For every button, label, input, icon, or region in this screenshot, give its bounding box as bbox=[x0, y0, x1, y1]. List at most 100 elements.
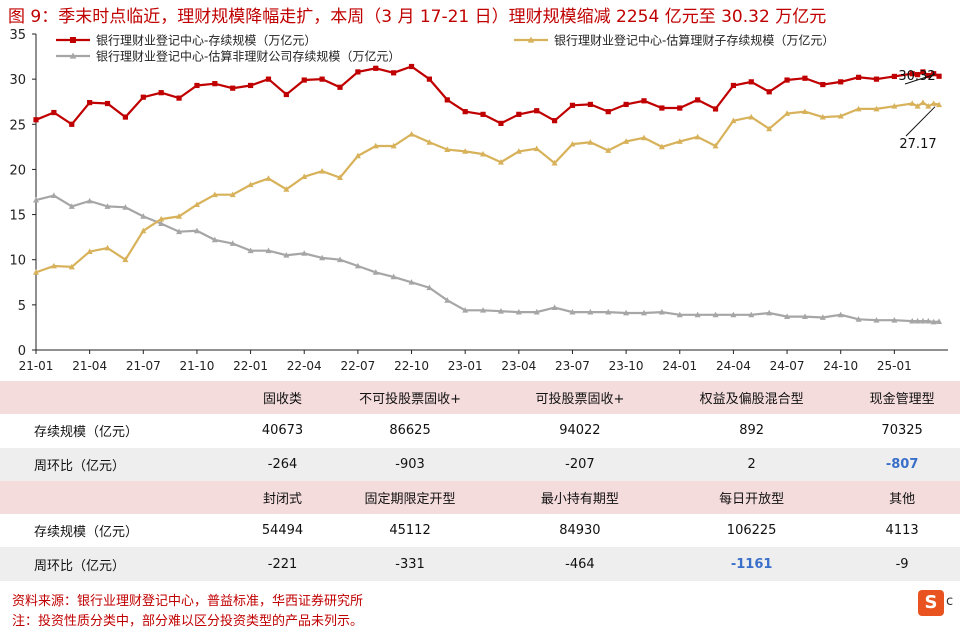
data-point bbox=[408, 279, 415, 285]
table-cell: -331 bbox=[319, 547, 501, 581]
data-point bbox=[283, 186, 290, 192]
data-point bbox=[319, 168, 326, 174]
y-tick-label: 20 bbox=[9, 163, 26, 178]
data-point bbox=[676, 311, 683, 318]
data-point bbox=[766, 309, 773, 316]
x-tick-label: 21-07 bbox=[126, 359, 161, 373]
data-point bbox=[766, 125, 773, 132]
data-point bbox=[140, 227, 147, 234]
data-point bbox=[936, 73, 942, 79]
data-point bbox=[86, 248, 93, 254]
x-tick-label: 22-04 bbox=[287, 359, 322, 373]
data-point bbox=[712, 311, 719, 318]
data-point bbox=[936, 318, 943, 324]
data-point bbox=[480, 111, 486, 117]
table-header-row: 封闭式 固定期限定开型 最小持有期型 每日开放型 其他 bbox=[0, 480, 960, 515]
data-point bbox=[748, 79, 754, 85]
x-tick-label: 24-10 bbox=[823, 359, 858, 373]
table-cell: -221 bbox=[245, 547, 320, 581]
data-point bbox=[33, 117, 39, 123]
data-point bbox=[283, 252, 290, 258]
data-point bbox=[569, 308, 576, 315]
row-label: 存续规模（亿元） bbox=[34, 525, 139, 541]
table-header-cell: 可投股票固收+ bbox=[500, 381, 660, 415]
table-cell: 106225 bbox=[726, 523, 777, 539]
data-point bbox=[372, 269, 379, 275]
annotation-label: 27.17 bbox=[899, 137, 936, 152]
data-point bbox=[301, 77, 307, 83]
data-point bbox=[194, 82, 200, 89]
x-tick-label: 23-07 bbox=[555, 359, 590, 373]
table-header-cell: 权益及偏股混合型 bbox=[659, 381, 845, 415]
data-point bbox=[515, 308, 522, 315]
data-point bbox=[784, 110, 791, 116]
legend-marker bbox=[527, 36, 535, 43]
y-tick-label: 0 bbox=[18, 344, 26, 359]
table-row: 周环比（亿元） -221 -331 -464 -1161 -9 bbox=[0, 547, 960, 581]
legend-marker bbox=[70, 37, 76, 43]
y-tick-label: 15 bbox=[9, 209, 26, 224]
data-point bbox=[819, 314, 826, 320]
data-point bbox=[623, 309, 630, 316]
x-tick-label: 22-07 bbox=[340, 359, 375, 373]
data-point bbox=[819, 113, 826, 120]
table-cell: 70325 bbox=[881, 423, 923, 439]
table-header-cell: 固定期限定开型 bbox=[319, 480, 501, 515]
data-point bbox=[533, 308, 540, 315]
watermark-logo: S bbox=[918, 590, 944, 616]
table-cell: 84930 bbox=[559, 523, 601, 539]
data-point bbox=[140, 213, 147, 219]
data-point bbox=[480, 150, 487, 157]
data-point bbox=[337, 256, 343, 263]
data-point bbox=[69, 121, 75, 127]
data-point bbox=[122, 204, 129, 210]
footnote: 注：投资性质分类中，部分难以区分投资类型的产品未列示。 bbox=[12, 614, 364, 629]
data-point bbox=[426, 139, 433, 145]
legend-label: 银行理财业登记中心-存续规模（万亿元） bbox=[96, 33, 316, 48]
data-point bbox=[33, 269, 39, 275]
data-point bbox=[925, 72, 931, 79]
data-point bbox=[891, 103, 898, 109]
data-point bbox=[176, 213, 183, 219]
data-point bbox=[122, 256, 129, 263]
chart-legend: 银行理财业登记中心-存续规模（万亿元） 银行理财业登记中心-估算理财子存续规模（万… bbox=[56, 33, 834, 64]
data-point bbox=[391, 70, 397, 76]
data-point bbox=[158, 215, 165, 222]
row-label: 周环比（亿元） bbox=[0, 547, 246, 581]
x-tick-label: 23-04 bbox=[501, 359, 536, 373]
data-point bbox=[265, 76, 272, 82]
data-point bbox=[426, 76, 433, 82]
data-point bbox=[730, 117, 737, 124]
data-point bbox=[373, 65, 379, 71]
data-point bbox=[909, 100, 916, 106]
data-point bbox=[480, 307, 487, 313]
data-point bbox=[748, 311, 755, 318]
data-point bbox=[176, 95, 182, 101]
y-tick-label: 10 bbox=[9, 254, 26, 269]
legend-marker bbox=[69, 52, 77, 59]
data-point bbox=[212, 81, 218, 87]
data-point bbox=[193, 201, 200, 208]
data-point bbox=[748, 113, 755, 120]
data-point bbox=[694, 133, 701, 140]
data-point bbox=[658, 308, 665, 315]
data-point bbox=[801, 313, 808, 319]
data-point bbox=[247, 82, 254, 89]
table-cell: -903 bbox=[319, 447, 501, 481]
data-point bbox=[50, 192, 57, 199]
data-point bbox=[695, 97, 701, 103]
legend-label: 银行理财业登记中心-估算理财子存续规模（万亿元） bbox=[554, 33, 834, 48]
table-header-cell: 封闭式 bbox=[245, 480, 320, 515]
data-point bbox=[641, 98, 647, 104]
data-point bbox=[623, 138, 630, 144]
data-point bbox=[730, 82, 737, 89]
data-point bbox=[659, 105, 665, 111]
data-point bbox=[623, 101, 629, 108]
x-tick-label: 24-07 bbox=[770, 359, 805, 373]
data-point bbox=[140, 94, 146, 100]
annotation-leader bbox=[905, 106, 936, 137]
data-point bbox=[820, 81, 826, 88]
data-point bbox=[104, 100, 111, 107]
table-header-cell: 固收类 bbox=[245, 381, 320, 415]
y-tick-label: 30 bbox=[9, 73, 26, 88]
